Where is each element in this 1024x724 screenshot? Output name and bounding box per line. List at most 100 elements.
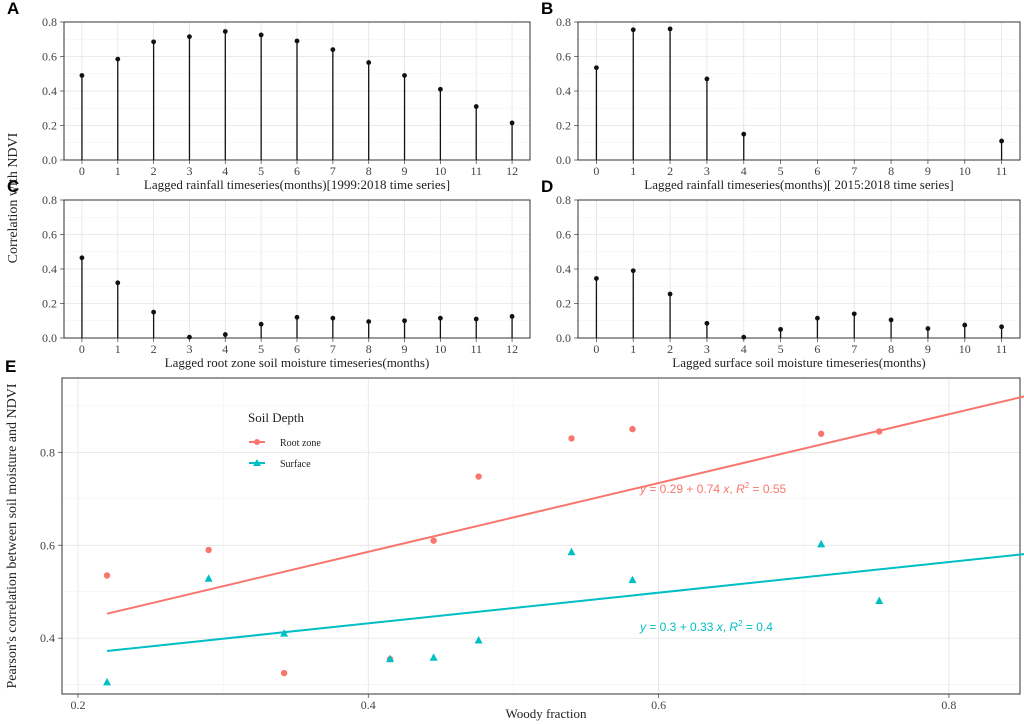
x-tick-label: 12	[506, 164, 518, 178]
lollipop-point	[437, 315, 443, 321]
lollipop-point	[925, 326, 931, 331]
x-tick-label: 3	[186, 164, 192, 178]
surface-point	[875, 596, 884, 605]
legend-surface-marker	[253, 459, 261, 466]
lollipop-point	[704, 76, 710, 82]
x-tick-label: 0	[593, 342, 599, 356]
surface-point	[628, 575, 637, 584]
x-tick-label: 3	[704, 342, 710, 356]
x-tick-label: 11	[996, 342, 1008, 356]
lollipop-point	[667, 26, 673, 32]
x-tick-label: 6	[294, 342, 300, 356]
surface-point	[817, 539, 826, 548]
x-tick-label: 6	[814, 342, 820, 356]
panel-e: 0.4 0.6 0.8 0.2 0.4 0.6 0.8 E	[5, 357, 1024, 712]
y-tick-label: 0.8	[40, 445, 55, 459]
y-tick-label: 0.6	[556, 228, 571, 242]
lollipop-point	[222, 332, 228, 337]
x-tick-label: 9	[925, 164, 931, 178]
panel-label: E	[5, 357, 16, 376]
y-tick-label: 0.6	[556, 50, 571, 64]
x-tick-label: 2	[667, 164, 673, 178]
lollipop-point	[79, 255, 85, 261]
lollipop-point	[473, 316, 479, 322]
x-tick-label: 0	[79, 164, 85, 178]
lollipop-point	[187, 34, 192, 40]
x-tick-label: 7	[851, 342, 857, 356]
x-tick-label: 10	[959, 342, 971, 356]
shared-y-axis-label: Correlation with NDVI	[6, 132, 21, 263]
x-tick-label: 4	[222, 164, 228, 178]
y-tick-label: 0.2	[42, 119, 57, 133]
y-tick-label: 0.8	[556, 15, 571, 29]
x-tick-label: 12	[506, 342, 518, 356]
lollipop-point	[151, 39, 157, 45]
panel-border	[61, 377, 1021, 695]
lollipop-point	[630, 27, 636, 33]
lollipop-point	[258, 32, 264, 38]
x-tick-label: 1	[115, 164, 121, 178]
lollipop-point	[294, 314, 300, 320]
x-tick-label: 2	[151, 342, 157, 356]
x-tick-label: 4	[741, 342, 747, 356]
x-tick-label: 0	[593, 164, 599, 178]
lollipop-point	[509, 314, 515, 319]
root-zone-point	[568, 435, 575, 442]
lollipop-point	[741, 131, 747, 137]
x-tick-label: 9	[402, 342, 408, 356]
x-tick-label: 9	[925, 342, 931, 356]
root-zone-point	[475, 473, 482, 480]
x-tick-label: 1	[630, 164, 636, 178]
lollipop-point	[79, 73, 85, 78]
panel-label: D	[541, 177, 553, 196]
panel-e-y-axis-label: Pearson's correlation between soil moist…	[5, 383, 20, 688]
x-tick-label: 5	[258, 164, 264, 178]
x-tick-label: 3	[186, 342, 192, 356]
surface-point	[204, 574, 213, 582]
panel-label: B	[541, 0, 553, 18]
lollipop-point	[594, 65, 599, 71]
lollipop-point	[473, 104, 479, 109]
lollipop-point	[402, 318, 407, 324]
panel-b: 0.0 0.2 0.4 0.6 0.8 0 1 2 3 4 5 6 7 8 9 10 11 Lagged rain…	[541, 0, 1021, 192]
root-zone-point	[817, 430, 825, 437]
y-tick-label: 0.0	[42, 331, 57, 345]
lollipop-point	[115, 280, 121, 286]
panel-border	[577, 199, 1021, 339]
lollipop-point	[402, 73, 407, 78]
x-tick-label: 10	[434, 342, 446, 356]
x-axis-label: Lagged surface soil moisture timeseries(…	[672, 355, 925, 370]
x-axis-label: Lagged root zone soil moisture timeserie…	[165, 355, 430, 370]
x-tick-label: 2	[151, 164, 157, 178]
plot-background	[62, 378, 1020, 694]
x-tick-label: 9	[402, 164, 408, 178]
y-tick-label: 0.4	[556, 262, 571, 276]
x-tick-label: 0.2	[71, 698, 86, 712]
x-tick-label: 5	[778, 164, 784, 178]
panel-e-x-axis-label: Woody fraction	[506, 706, 587, 721]
x-tick-label: 7	[330, 164, 336, 178]
y-tick-label: 0.6	[40, 538, 55, 552]
panel-border	[577, 21, 1021, 161]
panel-label: C	[7, 177, 19, 196]
x-tick-label: 1	[630, 342, 636, 356]
lollipop-point	[151, 309, 157, 315]
lollipop-point	[330, 47, 336, 52]
lollipop-point	[509, 120, 515, 126]
lollipop-point	[594, 276, 599, 281]
lollipop-point	[741, 334, 747, 340]
lollipop-point	[437, 86, 443, 92]
y-tick-label: 0.8	[556, 193, 571, 207]
y-tick-label: 0.4	[42, 84, 57, 98]
x-tick-label: 11	[996, 164, 1008, 178]
x-tick-label: 4	[222, 342, 228, 356]
lollipop-point	[667, 291, 673, 297]
surface-point	[429, 653, 438, 661]
x-tick-label: 0.6	[651, 698, 666, 712]
x-tick-label: 7	[851, 164, 857, 178]
x-tick-label: 0	[79, 342, 85, 356]
lollipop-point	[999, 324, 1004, 330]
